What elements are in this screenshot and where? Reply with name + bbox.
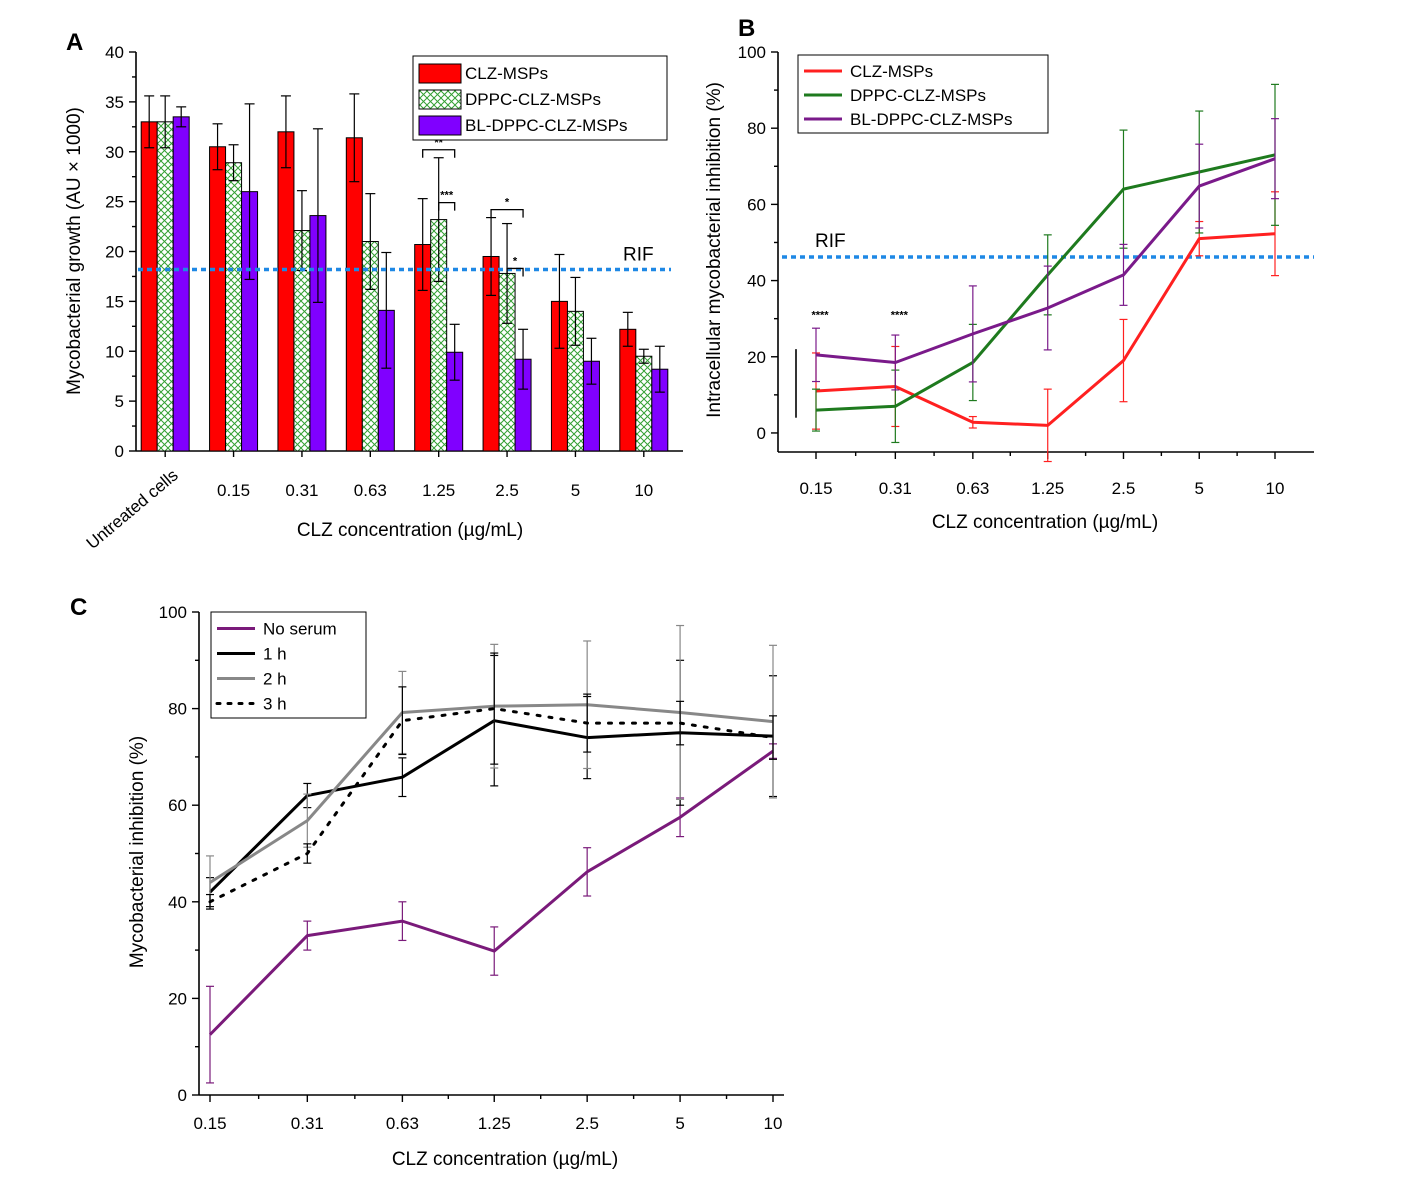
legend-entry: 3 h <box>263 695 287 714</box>
x-tick-label: 1.25 <box>478 1114 511 1133</box>
legend-swatch <box>418 63 462 84</box>
bar <box>209 146 227 452</box>
bar <box>277 131 295 452</box>
x-axis-title: CLZ concentration (µg/mL) <box>297 520 523 541</box>
legend-entry: DPPC-CLZ-MSPs <box>850 86 986 105</box>
y-tick-label: 0 <box>757 424 766 443</box>
reference-line-label: RIF <box>623 244 654 265</box>
panel-c-line-chart: C 0 20 40 60 80 100 0.15 0.31 0.63 1.25 2.5 5 10 CLZ c… <box>70 594 784 1170</box>
x-tick-label: 0.31 <box>879 479 912 498</box>
bar <box>172 116 190 452</box>
panel-b-line-chart: B 0 20 40 60 80 100 0.15 0.31 0.63 1.25 2.5 5 10 RIF **… <box>704 15 1314 533</box>
reference-line-label: RIF <box>815 231 846 252</box>
series-line <box>815 157 1276 364</box>
series-line <box>208 719 774 894</box>
x-tick-label: 0.31 <box>285 481 318 500</box>
y-tick-label: 40 <box>105 43 124 62</box>
legend-entry: CLZ-MSPs <box>465 64 548 83</box>
x-tick-label: 1.25 <box>422 481 455 500</box>
x-tick-label: Untreated cells <box>83 466 182 553</box>
y-tick-label: 0 <box>178 1086 187 1105</box>
legend-entry: BL-DPPC-CLZ-MSPs <box>850 110 1012 129</box>
y-tick-label: 60 <box>747 195 766 214</box>
y-tick-label: 60 <box>168 796 187 815</box>
x-tick-label: 10 <box>764 1114 783 1133</box>
significance-bracket <box>506 267 524 277</box>
legend-entry: CLZ-MSPs <box>850 62 933 81</box>
bar <box>635 355 653 452</box>
series-line <box>208 707 775 904</box>
y-tick-label: 10 <box>105 342 124 361</box>
x-tick-label: 0.63 <box>386 1114 419 1133</box>
y-tick-label: 5 <box>115 392 124 411</box>
y-tick-label: 100 <box>159 603 187 622</box>
y-tick-label: 0 <box>115 442 124 461</box>
x-tick-label: 10 <box>634 481 653 500</box>
significance-label: **** <box>891 310 909 322</box>
y-tick-label: 30 <box>105 143 124 162</box>
panel-label: C <box>70 594 87 621</box>
x-tick-label: 0.15 <box>217 481 250 500</box>
x-tick-label: 0.63 <box>956 479 989 498</box>
x-tick-label: 2.5 <box>495 481 519 500</box>
y-tick-label: 80 <box>747 119 766 138</box>
series-line <box>815 232 1276 427</box>
y-axis-title: Intracellular mycobacterial inhibition (… <box>704 82 725 418</box>
significance-bracket <box>438 201 456 211</box>
x-axis-title: CLZ concentration (µg/mL) <box>932 512 1158 533</box>
y-tick-label: 15 <box>105 292 124 311</box>
bar <box>140 121 158 452</box>
x-tick-label: 2.5 <box>1112 479 1136 498</box>
series-line <box>209 703 774 884</box>
significance-label: * <box>513 255 518 267</box>
significance-label: ** <box>434 137 443 149</box>
panel-label: A <box>66 29 83 56</box>
x-tick-label: 0.15 <box>799 479 832 498</box>
panel-a-bar-chart: A 0 5 10 15 20 25 30 35 40 Untreated cells 0.15 0.31… <box>64 29 683 553</box>
bar <box>156 121 174 452</box>
y-axis-title: Mycobacterial inhibition (%) <box>127 736 148 968</box>
y-tick-label: 20 <box>168 989 187 1008</box>
significance-bracket <box>490 208 524 218</box>
legend-swatch <box>418 89 462 110</box>
y-tick-label: 20 <box>747 348 766 367</box>
significance-label: * <box>505 197 510 209</box>
x-tick-label: 5 <box>571 481 580 500</box>
bar <box>619 328 637 452</box>
y-tick-label: 40 <box>168 893 187 912</box>
significance-bracket <box>422 149 456 158</box>
x-tick-label: 5 <box>675 1114 684 1133</box>
x-tick-label: 5 <box>1195 479 1204 498</box>
y-tick-label: 25 <box>105 193 124 212</box>
series-line <box>208 749 774 1036</box>
x-tick-label: 10 <box>1266 479 1285 498</box>
bar <box>225 162 243 452</box>
legend-entry: 2 h <box>263 670 287 689</box>
legend-swatch <box>418 115 462 136</box>
y-tick-label: 20 <box>105 243 124 262</box>
legend-entry: No serum <box>263 620 337 639</box>
significance-label: **** <box>811 310 829 322</box>
x-tick-label: 0.15 <box>193 1114 226 1133</box>
legend-entry: DPPC-CLZ-MSPs <box>465 90 601 109</box>
significance-label: *** <box>440 190 454 202</box>
x-tick-label: 0.31 <box>291 1114 324 1133</box>
y-tick-label: 80 <box>168 700 187 719</box>
legend-entry: 1 h <box>263 645 287 664</box>
x-tick-label: 2.5 <box>575 1114 599 1133</box>
panel-label: B <box>738 15 755 42</box>
x-tick-label: 0.63 <box>354 481 387 500</box>
legend-entry: BL-DPPC-CLZ-MSPs <box>465 116 627 135</box>
y-tick-label: 100 <box>738 43 766 62</box>
x-tick-label: 1.25 <box>1031 479 1064 498</box>
y-tick-label: 40 <box>747 272 766 291</box>
series-line <box>815 153 1276 412</box>
y-axis-title: Mycobacterial growth (AU × 1000) <box>64 107 85 395</box>
y-tick-label: 35 <box>105 93 124 112</box>
x-axis-title: CLZ concentration (µg/mL) <box>392 1149 618 1170</box>
bar <box>345 137 363 452</box>
